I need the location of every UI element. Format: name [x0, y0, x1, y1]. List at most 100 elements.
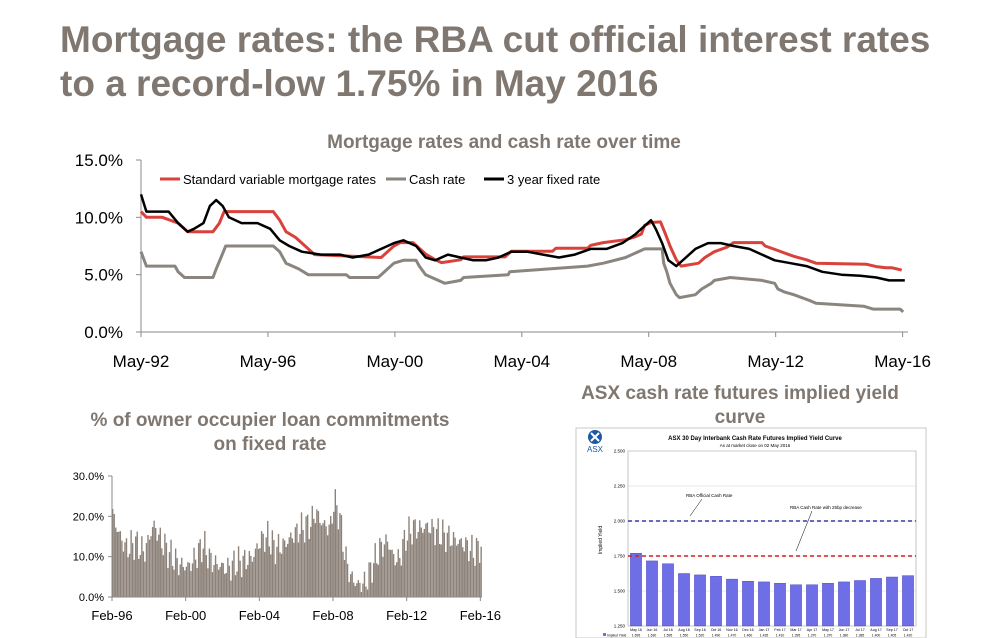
chart-2-bar — [227, 557, 229, 597]
chart-2-bar — [466, 540, 469, 597]
chart-2-bar — [253, 556, 255, 597]
chart-3-data-row-value: 1.630 — [648, 634, 657, 638]
chart-2-bar — [296, 523, 298, 597]
chart-2-bar — [462, 547, 464, 597]
chart-2-bar — [302, 529, 304, 597]
chart-3-data-row-value: 1.595 — [664, 634, 673, 638]
chart-2-bar — [225, 573, 227, 597]
chart-2-bar — [217, 569, 220, 597]
chart-1-title-text: Mortgage rates and cash rate over time — [327, 132, 681, 153]
chart-3-title-line-2: curve — [714, 407, 766, 428]
chart-1-x-tick-label: May-16 — [874, 352, 931, 371]
chart-2-bar — [425, 523, 427, 597]
chart-1-series-line-2 — [139, 194, 905, 282]
chart-3-data-row-value: 1.410 — [776, 634, 785, 638]
chart-2-bar — [156, 540, 158, 597]
chart-2-bar — [274, 564, 277, 597]
chart-2-bar — [431, 518, 433, 597]
chart-2-bar — [291, 538, 294, 597]
chart-2-bar — [368, 562, 370, 597]
chart-2-bar — [237, 546, 240, 597]
chart-2-bar — [151, 527, 154, 597]
chart-3-y-tick-label: 2.500 — [614, 449, 626, 454]
chart-2-bar — [179, 564, 181, 597]
chart-2-bar — [360, 592, 363, 597]
chart-2-bar — [415, 538, 418, 597]
chart-2-bar — [385, 534, 387, 597]
chart-2-bar — [326, 535, 329, 597]
chart-2-bar — [197, 543, 200, 597]
chart-2-bar — [290, 532, 292, 597]
chart-2-bar — [337, 529, 340, 597]
chart-2-bar — [185, 566, 188, 597]
chart-3-data-row-value: 1.385 — [856, 634, 865, 638]
chart-2-bar — [388, 549, 390, 597]
chart-2-bar — [201, 562, 203, 597]
chart-2-bar — [343, 559, 346, 597]
chart-2-bar — [334, 489, 336, 597]
chart-2-bar — [354, 586, 356, 597]
chart-2-bar — [322, 523, 324, 597]
chart-2-x-tick-label: Feb-04 — [239, 608, 280, 623]
chart-2-bar — [373, 563, 375, 597]
chart-2-bar — [442, 519, 444, 597]
chart-2-bar — [145, 543, 148, 597]
chart-2-bar — [478, 562, 481, 597]
slide-title: Mortgage rates: the RBA cut official int… — [60, 18, 1004, 106]
chart-2-bar — [349, 574, 352, 597]
chart-1-legend-label: Standard variable mortgage rates — [183, 172, 376, 187]
chart-2-bar — [429, 533, 432, 597]
chart-2-bar — [455, 545, 458, 597]
chart-2-bar — [193, 547, 195, 597]
chart-2-bar — [435, 528, 438, 597]
chart-2-bar — [405, 550, 407, 597]
chart-2-bar — [271, 530, 274, 597]
chart-2-bar — [471, 534, 473, 597]
chart-2-bar — [434, 545, 436, 597]
chart-2-bar — [369, 562, 372, 597]
chart-1-y-tick-label: 0.0% — [84, 323, 123, 342]
chart-3-data-row-value: 1.470 — [728, 634, 737, 638]
chart-2-bar — [399, 557, 401, 597]
chart-2-bar — [297, 542, 300, 597]
chart-2-bar — [121, 540, 123, 597]
chart-2-bar — [379, 538, 381, 597]
chart-2-bar — [383, 544, 386, 597]
chart-3: ASX ASX 30 Day Interbank Cash Rate Future… — [575, 427, 927, 638]
chart-2-bar — [403, 529, 406, 597]
chart-2-bar — [306, 514, 309, 597]
chart-2-bar — [273, 540, 275, 597]
chart-1-x-tick-label: May-00 — [367, 352, 424, 371]
chart-2-bar — [283, 540, 286, 597]
chart-2-bar — [176, 558, 178, 597]
chart-2-x-tick-label: Feb-00 — [165, 608, 206, 623]
chart-3-bar — [662, 563, 674, 627]
chart-2-bar — [346, 563, 349, 597]
chart-2-bar — [191, 563, 194, 597]
chart-2-bar — [463, 551, 465, 597]
chart-1-title: Mortgage rates and cash rate over time — [254, 132, 754, 154]
chart-3-inner-title: ASX 30 Day Interbank Cash Rate Futures I… — [668, 436, 842, 442]
chart-2-bar — [244, 549, 246, 597]
chart-2-bar — [213, 565, 215, 597]
chart-2-bar — [250, 555, 252, 597]
asx-logo-text: ASX — [587, 445, 604, 454]
chart-2-bar — [130, 530, 132, 597]
chart-2: 0.0% 10.0% 20.0% 30.0% Feb-96 Feb-00 Feb-04 Feb… — [73, 471, 501, 623]
chart-2-bar — [480, 546, 482, 597]
chart-3-x-tick-label: May 16 — [630, 628, 642, 632]
chart-2-bar — [380, 541, 383, 597]
chart-2-bar — [162, 555, 165, 597]
chart-2-bar — [319, 522, 321, 597]
chart-2-bar — [159, 527, 161, 597]
chart-2-bar — [174, 548, 177, 597]
chart-3-x-tick-label: Apr 17 — [807, 628, 818, 632]
chart-2-bar — [336, 505, 338, 597]
chart-2-bar — [164, 533, 166, 597]
chart-3-bar — [806, 584, 818, 627]
chart-3-bar — [822, 583, 834, 627]
chart-3-bar — [854, 580, 866, 627]
chart-3-bar — [694, 574, 706, 627]
chart-2-bar — [171, 565, 174, 597]
chart-1-x-tick-label: May-96 — [240, 352, 297, 371]
